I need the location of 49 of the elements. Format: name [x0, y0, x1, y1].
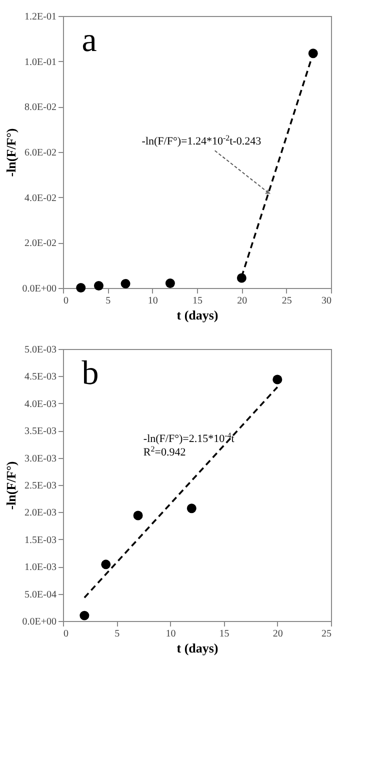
y-tick-label: 1.0E-01 — [24, 56, 56, 68]
annotation: -ln(F/F°)=1.24*10$^{-2}$t-0.243 — [142, 133, 262, 148]
point — [186, 504, 196, 514]
y-tick-label: 4.5E-03 — [24, 372, 56, 383]
y-tick-label: 3.0E-03 — [24, 453, 56, 464]
y-tick-label: 5.0E-03 — [24, 344, 56, 356]
x-axis-title: t (days) — [176, 308, 218, 322]
x-tick-label: 30 — [322, 296, 332, 306]
y-tick-label: 2.0E-03 — [24, 508, 56, 519]
x-tick-label: 25 — [282, 296, 292, 306]
y-tick-label: 2.5E-03 — [24, 480, 56, 492]
y-tick-label: 4.0E-02 — [24, 192, 56, 204]
point — [133, 510, 143, 520]
x-tick-label: 15 — [219, 628, 230, 640]
x-tick-label: 20 — [272, 628, 283, 640]
annotation: -ln(F/F°)=2.15*10$^{-4}$t — [143, 430, 234, 445]
x-tick-label: 0 — [64, 296, 68, 306]
y-tick-label: 1.5E-03 — [24, 534, 56, 546]
y-tick-label: 1.2E-01 — [24, 12, 56, 22]
y-tick-label: 6.0E-02 — [24, 148, 56, 158]
y-tick-label: 2.0E-02 — [24, 238, 56, 250]
point — [76, 283, 86, 293]
point — [120, 278, 130, 288]
x-tick-label: 5 — [114, 628, 120, 640]
x-tick-label: 0 — [64, 628, 68, 640]
point — [101, 560, 111, 570]
y-tick-label: 1.0E-03 — [24, 562, 56, 574]
y-tick-label: 3.5E-03 — [24, 426, 56, 438]
x-tick-label: 20 — [237, 296, 248, 306]
x-tick-label: 25 — [322, 628, 332, 640]
x-tick-label: 5 — [106, 296, 111, 306]
x-axis-title: t (days) — [176, 640, 218, 656]
x-tick-label: 10 — [166, 628, 176, 640]
y-tick-label: 4.0E-03 — [24, 398, 56, 410]
y-tick-label: 0.0E+00 — [22, 616, 56, 628]
point — [165, 278, 175, 288]
point — [80, 610, 90, 620]
x-tick-label: 15 — [192, 296, 202, 306]
y-tick-label: 5.0E-04 — [24, 589, 56, 600]
annotation: R$^{2}$=0.942 — [143, 444, 186, 458]
chart-title: b — [82, 355, 99, 392]
y-axis-title: -ln(F/F°) — [3, 128, 18, 177]
point — [272, 374, 282, 384]
x-tick-label: 10 — [148, 296, 158, 306]
y-tick-label: 8.0E-02 — [24, 102, 56, 114]
y-axis-title: -ln(F/F°) — [3, 461, 18, 510]
y-tick-label: 0.0E+00 — [22, 284, 56, 294]
point — [94, 281, 104, 290]
chart-title: a — [82, 22, 97, 60]
